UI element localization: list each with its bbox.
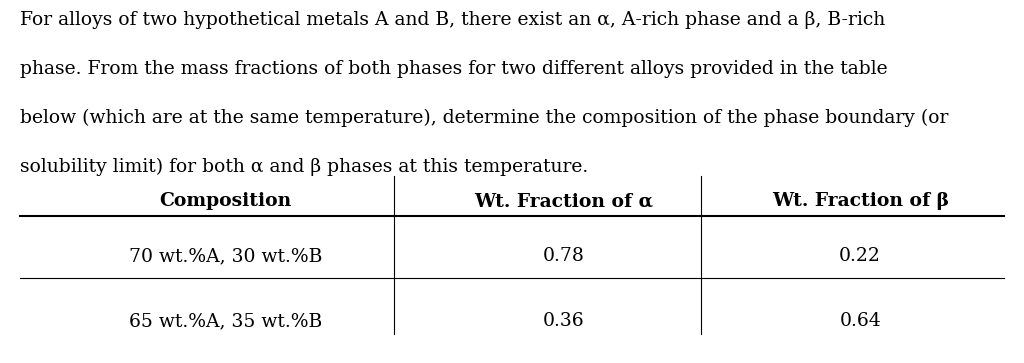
Text: Wt. Fraction of β: Wt. Fraction of β [772, 192, 948, 211]
Text: solubility limit) for both α and β phases at this temperature.: solubility limit) for both α and β phase… [20, 158, 589, 176]
Text: phase. From the mass fractions of both phases for two different alloys provided : phase. From the mass fractions of both p… [20, 60, 888, 78]
Text: For alloys of two hypothetical metals A and B, there exist an α, A-rich phase an: For alloys of two hypothetical metals A … [20, 11, 886, 29]
Text: Wt. Fraction of α: Wt. Fraction of α [474, 192, 652, 211]
Text: 70 wt.%A, 30 wt.%B: 70 wt.%A, 30 wt.%B [129, 247, 322, 265]
Text: 0.78: 0.78 [543, 247, 584, 265]
Text: Composition: Composition [159, 192, 292, 211]
Text: 0.64: 0.64 [840, 312, 881, 330]
Text: 0.22: 0.22 [840, 247, 881, 265]
Text: 0.36: 0.36 [543, 312, 584, 330]
Text: 65 wt.%A, 35 wt.%B: 65 wt.%A, 35 wt.%B [129, 312, 322, 330]
Text: below (which are at the same temperature), determine the composition of the phas: below (which are at the same temperature… [20, 109, 949, 127]
